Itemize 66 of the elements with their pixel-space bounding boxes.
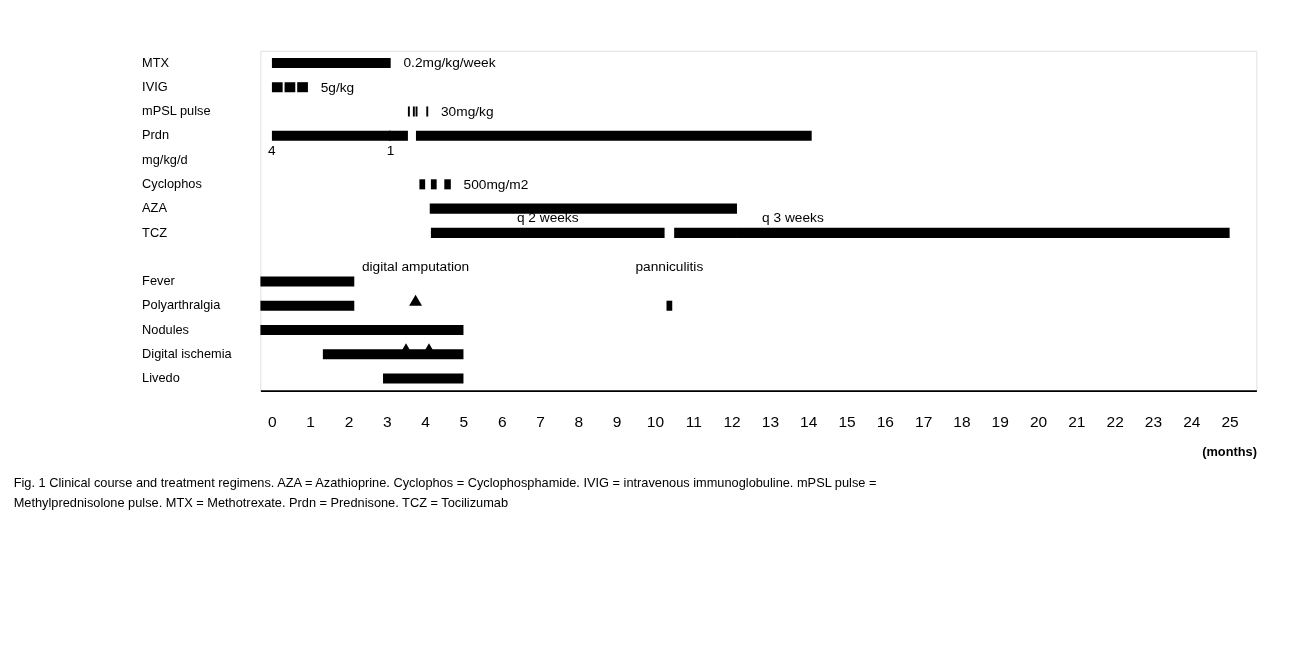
y-tick-label: mg/kg/d [142,151,188,167]
bar [430,179,437,190]
bar [383,373,464,384]
bar [415,130,812,141]
x-tick-label: 8 [574,412,584,430]
x-tick-label: 22 [1106,412,1124,430]
y-tick-label: Livedo [142,370,180,386]
y-tick-label: Cyclophos [142,175,202,191]
annotation: 5g/kg [320,79,355,95]
x-tick-label: 6 [497,412,507,430]
annotation: 0.2mg/kg/week [403,55,496,71]
x-tick-label: 21 [1068,412,1086,430]
bar [297,82,308,93]
x-tick-label: 20 [1029,412,1048,430]
x-tick-label: 17 [914,412,933,430]
x-tick-label: 4 [421,412,431,430]
x-tick-label: 16 [876,412,894,430]
x-tick-label: 2 [344,412,354,430]
x-tick-label: 24 [1183,412,1201,430]
y-tick-label: IVIG [142,78,168,94]
x-tick-label: 12 [723,412,741,430]
x-tick-label: 10 [646,412,665,430]
annotation: 4 [268,143,277,159]
annotation: panniculitis [635,259,704,275]
x-tick-label: 23 [1144,412,1163,430]
bar [284,82,296,93]
x-tick-label: 25 [1221,412,1239,430]
bar [430,227,665,238]
bar [260,276,355,287]
x-axis-title: (months) [1202,444,1257,460]
y-tick-label: Prdn [142,127,170,143]
x-tick-label: 9 [612,412,622,430]
x-tick-label: 7 [536,412,545,430]
annotation: 30mg/kg [441,104,494,120]
y-tick-label: AZA [142,200,168,216]
y-tick-label: Polyarthralgia [142,297,222,313]
annotation: 500mg/m2 [463,176,529,192]
y-tick-label: MTX [142,54,170,70]
annotation: 1 [386,143,395,159]
y-tick-label: Nodules [142,321,189,337]
annotation: digital amputation [361,259,470,275]
y-tick-label: Digital ischemia [142,345,233,361]
bar [429,203,737,214]
bar [260,324,464,336]
x-tick-label: 3 [382,412,392,430]
x-tick-label: 14 [800,412,818,430]
annotation: q 2 weeks [516,210,579,226]
annotation: q 3 weeks [762,210,824,226]
x-tick-label: 13 [761,412,780,430]
bar [260,300,355,311]
bar [271,82,283,93]
bar [444,179,451,190]
x-tick-label: 15 [838,412,856,430]
x-tick-label: 18 [953,412,971,430]
y-tick-label: Fever [142,273,176,289]
y-tick-label: TCZ [142,224,168,240]
caption: Fig. 1 Clinical course and treatment regimens. AZA = Azathioprine. Cyclophos = Cyclophosphamide. IVIG = intravenous immunoglobuline. mPSL pulse = Methylprednisolone pulse. MTX = Methotrexate. Prdn = Prednisone. TCZ = Tocilizumab [13,474,877,510]
bar [419,179,426,190]
bar [271,57,391,68]
x-tick-label: 1 [306,412,316,430]
x-tick-label: 5 [459,412,469,430]
bar [666,300,673,311]
y-tick-label: mPSL pulse [142,103,211,119]
x-tick-label: 0 [268,412,278,430]
x-tick-label: 19 [991,412,1009,430]
x-tick-label: 11 [685,412,702,430]
